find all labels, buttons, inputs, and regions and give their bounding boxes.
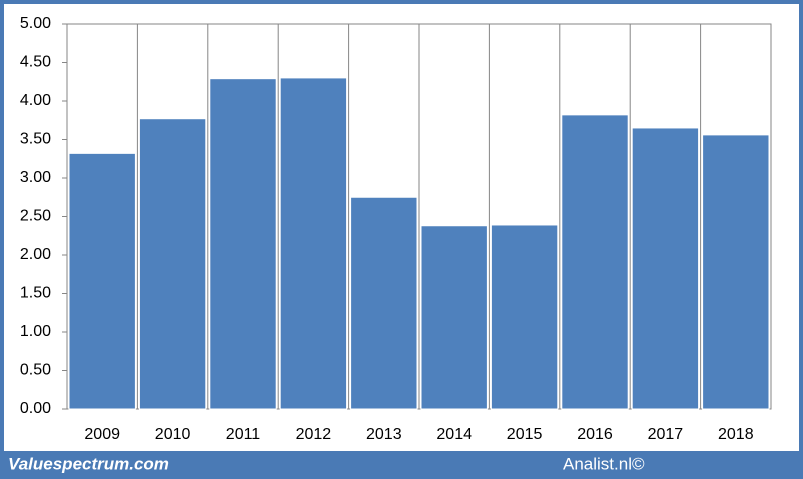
bar bbox=[561, 114, 629, 410]
x-tick-label: 2010 bbox=[155, 426, 191, 443]
y-tick-label: 3.50 bbox=[20, 131, 51, 148]
y-tick-label: 4.50 bbox=[20, 54, 51, 71]
x-tick-label: 2017 bbox=[648, 426, 684, 443]
bar bbox=[702, 134, 770, 410]
y-tick-label: 2.00 bbox=[20, 246, 51, 263]
footer-band bbox=[0, 451, 803, 479]
x-tick-label: 2018 bbox=[718, 426, 754, 443]
x-tick-label: 2014 bbox=[436, 426, 472, 443]
x-tick-label: 2016 bbox=[577, 426, 613, 443]
y-tick-label: 4.00 bbox=[20, 92, 51, 109]
y-tick-label: 1.00 bbox=[20, 323, 51, 340]
y-tick-label: 2.50 bbox=[20, 208, 51, 225]
y-tick-label: 5.00 bbox=[20, 15, 51, 32]
footer-left: Valuespectrum.com bbox=[8, 454, 169, 473]
x-tick-label: 2009 bbox=[84, 426, 120, 443]
y-tick-label: 3.00 bbox=[20, 169, 51, 186]
y-tick-label: 0.50 bbox=[20, 362, 51, 379]
y-tick-label: 1.50 bbox=[20, 285, 51, 302]
footer-right: Analist.nl© bbox=[563, 454, 645, 473]
bar bbox=[138, 118, 207, 410]
x-tick-label: 2015 bbox=[507, 426, 543, 443]
x-tick-label: 2013 bbox=[366, 426, 402, 443]
bar bbox=[350, 196, 418, 410]
x-tick-label: 2012 bbox=[296, 426, 332, 443]
bar bbox=[490, 224, 559, 410]
y-tick-label: 0.00 bbox=[20, 400, 51, 417]
x-tick-label: 2011 bbox=[226, 426, 261, 443]
bar bbox=[68, 152, 136, 410]
bar bbox=[279, 77, 348, 410]
bar bbox=[631, 127, 700, 410]
bar bbox=[209, 78, 277, 410]
bar bbox=[420, 225, 488, 410]
